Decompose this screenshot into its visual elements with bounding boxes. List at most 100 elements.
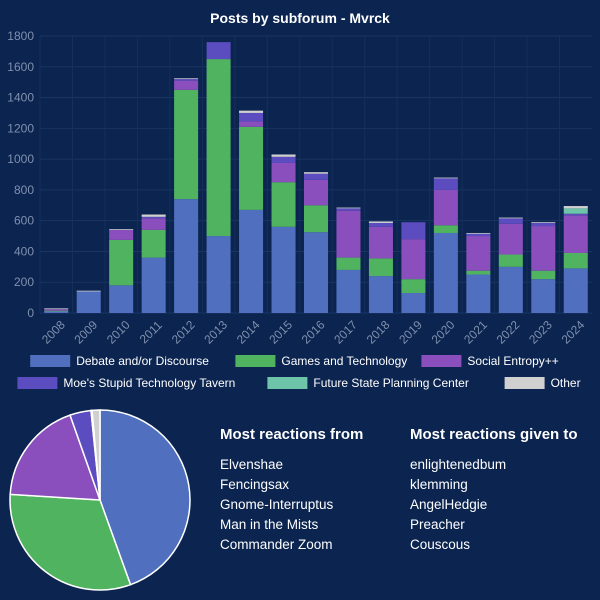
bar-segment: [433, 178, 458, 190]
bar-segment: [433, 225, 458, 233]
most-reactions-to-heading: Most reactions given to: [410, 426, 578, 443]
bar-segment: [174, 78, 199, 80]
pie-slice: [9, 414, 102, 501]
subforum-pie-chart: [9, 409, 191, 591]
y-tick-label: 400: [14, 244, 34, 258]
most-reactions-from-panel: Most reactions from Elvenshae Fencingsax…: [220, 426, 363, 555]
bar-segment: [498, 254, 523, 267]
bar-segment: [303, 179, 329, 206]
bar-segment: [466, 233, 491, 237]
bar-segment: [141, 218, 166, 230]
bar-segment: [271, 182, 296, 227]
legend-swatch: [30, 355, 71, 367]
bar-segment: [206, 59, 231, 237]
legend-label: Other: [551, 376, 581, 390]
bar-segment: [401, 292, 426, 313]
bar-segment: [563, 252, 588, 269]
bar-segment: [239, 209, 264, 313]
bar-segment: [141, 229, 166, 258]
legend-swatch: [504, 377, 545, 389]
bar-segment: [368, 221, 393, 223]
bar-segment: [563, 208, 588, 214]
y-tick-label: 1000: [7, 152, 34, 166]
legend-label: Social Entropy++: [467, 354, 558, 368]
bar-segment: [336, 257, 361, 270]
bar-segment: [303, 173, 329, 180]
list-item: enlightenedbum: [410, 457, 507, 472]
bar-segment: [498, 217, 523, 219]
bar-segment: [336, 269, 361, 313]
bar-segment: [531, 226, 556, 271]
bar-segment: [76, 290, 101, 292]
x-tick-label: 2015: [266, 318, 295, 347]
x-tick-label: 2024: [559, 318, 588, 347]
x-tick-label: 2011: [137, 318, 165, 346]
bar-segment: [76, 291, 101, 313]
bar-segment: [433, 177, 458, 179]
chart-title: Posts by subforum - Mvrck: [210, 10, 390, 26]
bar-segment: [109, 229, 134, 240]
bar-segment: [368, 258, 393, 277]
legend-label: Debate and/or Discourse: [76, 354, 209, 368]
bar-segment: [466, 270, 491, 275]
y-tick-label: 0: [27, 306, 34, 320]
bar-segment: [109, 285, 134, 313]
list-item: AngelHedgie: [410, 497, 488, 512]
bar-segment: [466, 236, 491, 271]
bar-segment: [206, 236, 231, 313]
bar-segment: [239, 112, 264, 122]
bar-segment: [563, 206, 588, 209]
bar-segment: [531, 279, 556, 313]
y-tick-label: 600: [14, 214, 34, 228]
bar-segment: [531, 270, 556, 280]
bar-segment: [141, 216, 166, 219]
bar-segment: [563, 215, 588, 253]
legend-swatch: [421, 355, 462, 367]
legend-label: Future State Planning Center: [313, 376, 468, 390]
bar-segment: [44, 310, 69, 312]
x-tick-label: 2021: [461, 318, 490, 347]
bar-segment: [401, 222, 426, 240]
x-tick-label: 2017: [331, 318, 360, 347]
list-item: Fencingsax: [220, 477, 290, 492]
bar-segment: [531, 222, 556, 223]
bar-segment: [563, 213, 588, 216]
bar-segment: [44, 309, 69, 311]
posts-bar-chart: Posts by subforum - Mvrck 0 200 400 600 800 10…: [7, 10, 592, 390]
bar-segment: [303, 232, 329, 313]
bar-segment: [498, 218, 523, 224]
y-tick-label: 1400: [7, 91, 34, 105]
x-tick-label: 2012: [169, 318, 198, 347]
bar-segment: [401, 279, 426, 293]
bar-segment: [466, 274, 491, 313]
legend-swatch: [267, 377, 308, 389]
list-item: Preacher: [410, 517, 465, 532]
list-item: Couscous: [410, 537, 471, 552]
x-tick-label: 2014: [234, 318, 263, 347]
bar-segment: [336, 208, 361, 211]
bar-segment: [44, 311, 69, 313]
bar-segment: [498, 223, 523, 255]
x-tick-label: 2008: [39, 318, 68, 347]
bar-segment: [303, 172, 329, 174]
x-tick-label: 2023: [526, 318, 555, 347]
bar-segment: [44, 308, 69, 310]
bar-segment: [271, 226, 296, 313]
bar-segment: [498, 266, 523, 313]
most-reactions-to-panel: Most reactions given to enlightenedbum k…: [410, 426, 578, 555]
list-item: klemming: [410, 477, 468, 492]
bar-segment: [433, 232, 458, 313]
y-tick-label: 200: [14, 275, 34, 289]
y-tick-label: 1200: [7, 121, 34, 135]
bar-segment: [109, 229, 134, 230]
bar-segment: [141, 214, 166, 217]
y-tick-label: 1800: [7, 29, 34, 43]
pie-slice: [91, 409, 101, 501]
bar-segment: [368, 226, 393, 259]
most-reactions-from-list: Elvenshae Fencingsax Gnome-Interruptus M…: [220, 455, 363, 555]
bar-segment: [336, 207, 361, 209]
bar-segment: [563, 268, 588, 313]
most-reactions-to-list: enlightenedbum klemming AngelHedgie Prea…: [410, 455, 578, 555]
x-tick-label: 2009: [71, 318, 100, 347]
x-tick-label: 2016: [299, 318, 328, 347]
